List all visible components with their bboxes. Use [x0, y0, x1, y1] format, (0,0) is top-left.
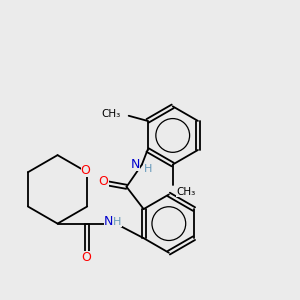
Text: O: O: [81, 164, 90, 177]
Text: CH₃: CH₃: [176, 187, 195, 197]
Text: H: H: [113, 217, 122, 227]
Text: CH₃: CH₃: [101, 109, 120, 119]
Text: N: N: [131, 158, 140, 171]
Text: N: N: [103, 215, 113, 228]
Text: O: O: [82, 251, 92, 264]
Text: H: H: [144, 164, 152, 174]
Text: O: O: [99, 175, 109, 188]
